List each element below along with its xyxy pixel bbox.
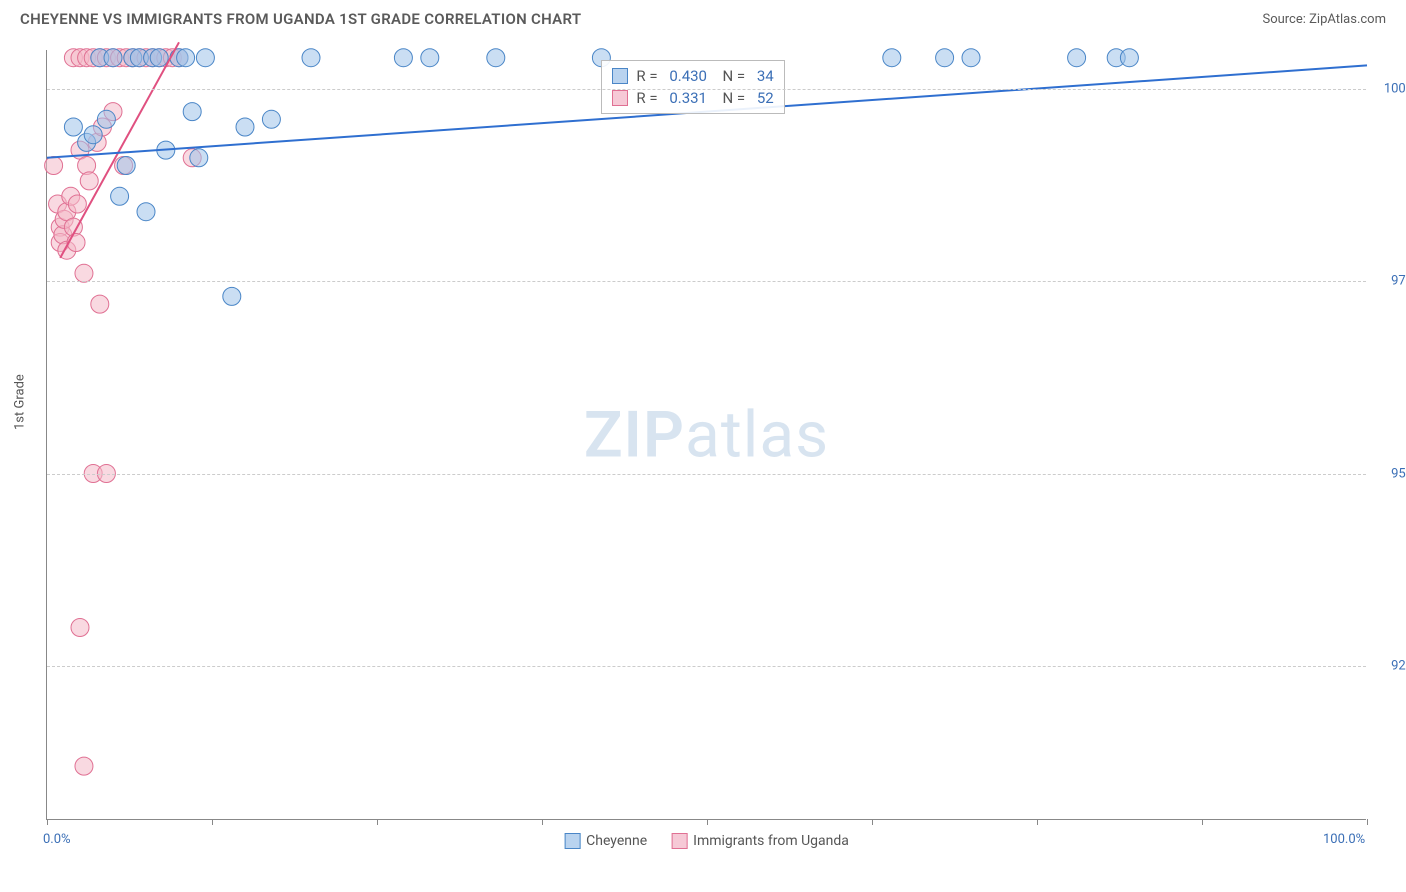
data-point [223,287,241,305]
x-tick [1202,819,1203,825]
y-tick-label: 97.5% [1371,274,1406,289]
x-tick [47,819,48,825]
data-point [962,49,980,67]
data-point [71,619,89,637]
data-point [302,49,320,67]
data-point [394,49,412,67]
data-point [196,49,214,67]
legend-swatch [612,68,628,84]
plot-area: ZIPatlas R = 0.430 N = 34 R = 0.331 N = … [46,50,1366,820]
data-point [91,295,109,313]
data-point [64,118,82,136]
data-point [75,757,93,775]
chart-title: CHEYENNE VS IMMIGRANTS FROM UGANDA 1ST G… [20,10,581,28]
legend-swatch [612,90,628,106]
data-point [150,49,168,67]
stats-legend-row: R = 0.331 N = 52 [612,87,773,109]
data-point [183,103,201,121]
legend-item: Immigrants from Uganda [671,833,849,849]
data-point [111,187,129,205]
data-point [1120,49,1138,67]
x-tick [212,819,213,825]
data-point [45,157,63,175]
data-point [68,195,86,213]
gridline-h [47,281,1366,282]
x-tick [872,819,873,825]
y-tick-label: 100.0% [1371,81,1406,96]
data-point [487,49,505,67]
gridline-h [47,474,1366,475]
data-point [104,49,122,67]
series-legend: Cheyenne Immigrants from Uganda [564,833,849,849]
x-tick [542,819,543,825]
stats-legend: R = 0.430 N = 34 R = 0.331 N = 52 [601,60,784,114]
data-point [117,157,135,175]
x-tick [1367,819,1368,825]
data-point [236,118,254,136]
data-point [421,49,439,67]
data-point [190,149,208,167]
x-tick-label: 0.0% [43,832,71,847]
data-point [84,126,102,144]
scatter-svg [47,50,1366,819]
y-axis-label: 1st Grade [13,374,28,430]
source-text: Source: ZipAtlas.com [1262,12,1386,27]
y-tick-label: 92.5% [1371,659,1406,674]
x-tick [377,819,378,825]
data-point [883,49,901,67]
data-point [75,264,93,282]
data-point [97,110,115,128]
data-point [262,110,280,128]
gridline-h [47,89,1366,90]
data-point [80,172,98,190]
data-point [177,49,195,67]
x-tick [1037,819,1038,825]
stats-legend-row: R = 0.430 N = 34 [612,65,773,87]
legend-swatch [564,833,580,849]
x-tick [707,819,708,825]
gridline-h [47,666,1366,667]
data-point [137,203,155,221]
x-tick-label: 100.0% [1323,832,1365,847]
legend-swatch [671,833,687,849]
y-tick-label: 95.0% [1371,466,1406,481]
data-point [936,49,954,67]
data-point [1068,49,1086,67]
legend-item: Cheyenne [564,833,647,849]
